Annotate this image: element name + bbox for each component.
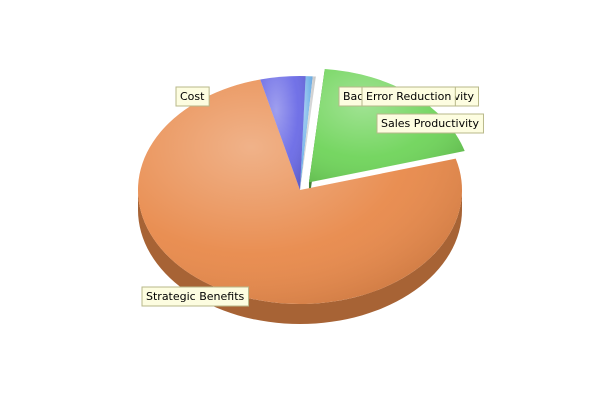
pie-tops xyxy=(138,68,465,304)
pie-label-box xyxy=(376,113,484,134)
pie-label-text: Sales Productivity xyxy=(381,117,479,130)
pie-labels: Back Office ProductivityError ReductionS… xyxy=(141,86,484,307)
pie-label-error-reduction: Error Reduction xyxy=(361,86,456,107)
pie-label-box xyxy=(175,86,210,107)
pie-label-text: Strategic Benefits xyxy=(146,290,245,303)
pie-slice-shine-strategic-benefits xyxy=(138,79,463,304)
pie-label-box xyxy=(361,86,456,107)
pie-label-text: Cost xyxy=(180,90,205,103)
pie-label-box xyxy=(141,286,250,307)
pie-label-cost: Cost xyxy=(175,86,210,107)
pie-slice-shine-cost xyxy=(260,76,306,190)
pie-label-strategic-benefits: Strategic Benefits xyxy=(141,286,250,307)
pie-slice-shine-error-reduction xyxy=(300,76,316,190)
pie-label-text: Error Reduction xyxy=(366,90,451,103)
pie-label-sales-productivity: Sales Productivity xyxy=(376,113,484,134)
pie-slice-shine-back-office-productivity xyxy=(300,76,313,190)
